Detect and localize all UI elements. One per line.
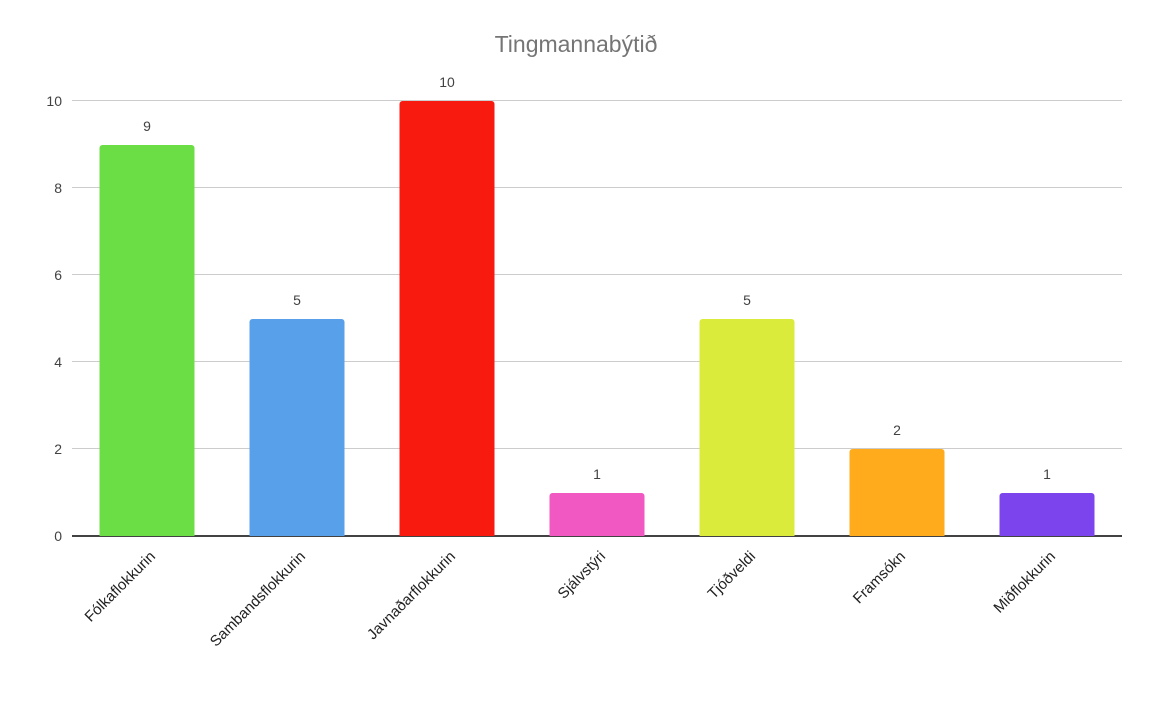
bar-javnaðarflokkurin[interactable] [399, 101, 495, 536]
bar-slot: 1 [522, 101, 672, 536]
plot-area: 9 5 10 1 5 2 1 [72, 75, 1122, 537]
bar-miðflokkurin[interactable] [999, 492, 1095, 536]
y-tick-label: 2 [54, 441, 62, 457]
gridline [72, 361, 1122, 362]
y-tick-label: 4 [54, 354, 62, 370]
bar-value-label: 1 [593, 465, 601, 482]
bar-value-label: 2 [893, 422, 901, 438]
bar-slot: 1 [972, 101, 1122, 536]
x-axis-label-fólkaflokkurin: Fólkaflokkurin [81, 548, 160, 626]
gridline [72, 448, 1122, 449]
bar-tjóðveldi[interactable] [699, 318, 795, 536]
x-axis-label-tjóðveldi: Tjóðveldi [704, 548, 760, 603]
bar-sambandsflokkurin[interactable] [249, 318, 345, 536]
x-axis-label-sjálvstýri: Sjálvstýri [554, 548, 610, 603]
x-axis-label-sambandsflokkurin: Sambandsflokkurin [206, 548, 310, 651]
bar-slot: 5 [222, 101, 372, 536]
bar-slot: 10 [372, 75, 522, 536]
gridline [72, 100, 1122, 101]
x-axis-baseline [72, 535, 1122, 537]
y-tick-label: 10 [46, 93, 62, 109]
bar-slot: 5 [672, 101, 822, 536]
bar-sjálvstýri[interactable] [549, 492, 645, 536]
x-axis-label-miðflokkurin: Miðflokkurin [990, 548, 1060, 617]
gridline [72, 187, 1122, 188]
bar-framsókn[interactable] [849, 449, 945, 536]
x-axis-label-framsókn: Framsókn [849, 548, 910, 608]
chart-title: Tingmannabýtið [494, 31, 658, 57]
bar-slot: 2 [822, 101, 972, 536]
bar-value-label: 10 [439, 74, 455, 90]
bar-value-label: 5 [743, 291, 751, 308]
bar-value-label: 5 [293, 291, 301, 308]
x-axis-label-javnaðarflokkurin: Javnaðarflokkurin [363, 548, 460, 644]
gridline [72, 274, 1122, 275]
bar-slot: 9 [72, 101, 222, 536]
bar-value-label: 9 [143, 117, 151, 134]
bar-value-label: 1 [1043, 465, 1051, 482]
y-tick-label: 8 [54, 180, 62, 196]
y-tick-label: 0 [54, 528, 62, 544]
bar-fólkaflokkurin[interactable] [99, 144, 195, 536]
y-tick-label: 6 [54, 267, 62, 283]
